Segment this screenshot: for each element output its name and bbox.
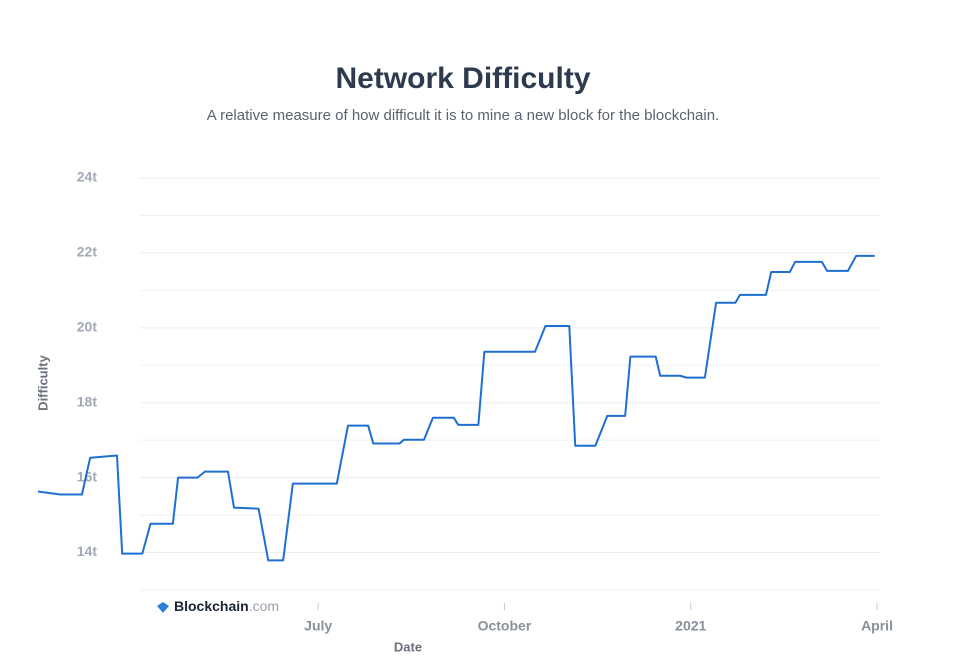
watermark-text: Blockchain.com xyxy=(174,598,279,614)
data-line xyxy=(37,254,875,562)
x-tick-label: April xyxy=(861,618,893,634)
watermark: Blockchain.com xyxy=(157,598,279,614)
x-tick-label: July xyxy=(304,618,332,634)
watermark-name: Blockchain xyxy=(174,598,249,614)
y-tick-label: 20t xyxy=(77,319,98,335)
logo-icon xyxy=(157,602,169,613)
watermark-suffix: .com xyxy=(249,598,279,614)
chart-subtitle: A relative measure of how difficult it i… xyxy=(207,107,719,124)
y-tick-label: 24t xyxy=(77,169,98,185)
y-tick-label: 22t xyxy=(77,244,98,260)
y-axis-label: Difficulty xyxy=(35,354,50,410)
y-tick-label: 18t xyxy=(77,393,98,409)
x-tick-label: 2021 xyxy=(675,618,706,634)
chart-title: Network Difficulty xyxy=(335,62,590,95)
x-tick-label: October xyxy=(478,618,532,634)
x-axis-label: Date xyxy=(394,639,422,654)
y-tick-label: 14t xyxy=(77,543,98,559)
y-tick-label: 16t xyxy=(77,468,98,484)
